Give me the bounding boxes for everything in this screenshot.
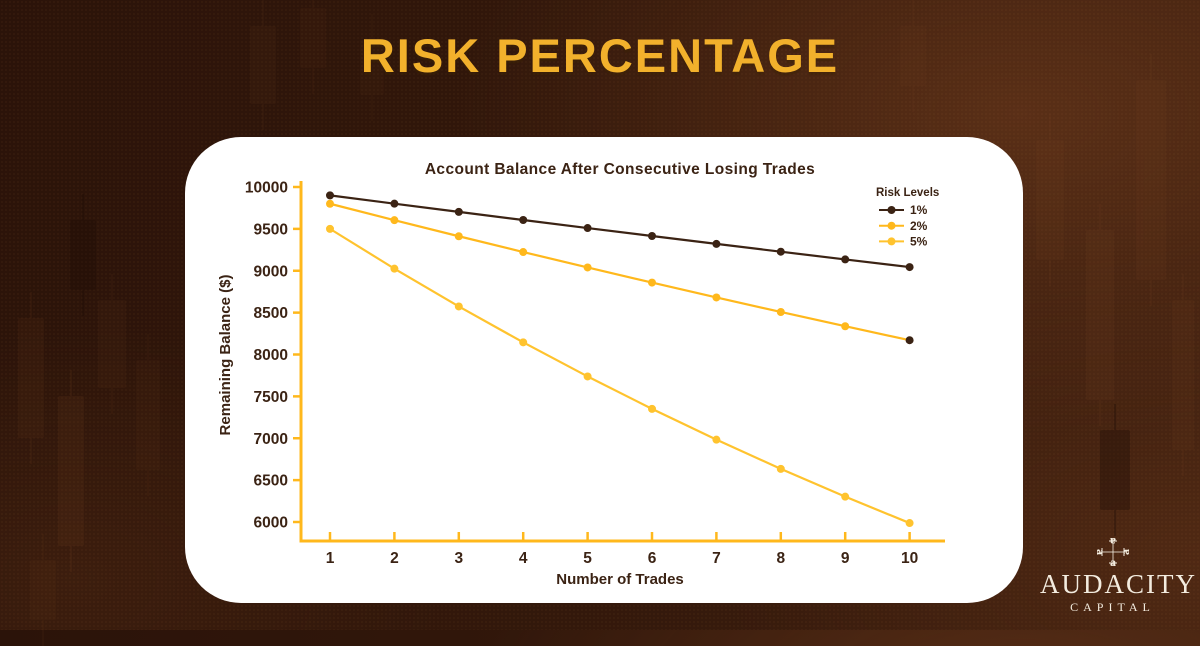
data-point-5% bbox=[519, 338, 528, 347]
legend-marker-dot bbox=[887, 206, 896, 214]
series-line-1% bbox=[329, 194, 910, 269]
x-axis-label: Number of Trades bbox=[556, 571, 684, 588]
data-point-2% bbox=[390, 216, 399, 225]
data-point-1% bbox=[648, 232, 656, 241]
data-point-5% bbox=[905, 519, 914, 528]
x-tick-label: 4 bbox=[519, 550, 528, 567]
brand-logo: a a a a AUDACITY CAPITAL bbox=[1040, 534, 1197, 615]
candlestick-decor bbox=[136, 334, 160, 496]
candlestick-decor bbox=[1136, 54, 1166, 306]
legend-label: 5% bbox=[910, 235, 928, 249]
candlestick-decor bbox=[1086, 204, 1114, 426]
data-point-5% bbox=[648, 404, 656, 413]
y-tick-label: 10000 bbox=[245, 180, 288, 197]
data-point-1% bbox=[905, 263, 914, 272]
data-point-5% bbox=[712, 435, 721, 444]
candlestick-decor bbox=[30, 534, 56, 646]
data-point-2% bbox=[841, 322, 850, 331]
data-point-2% bbox=[776, 307, 785, 316]
legend-label: 1% bbox=[910, 203, 928, 217]
brand-name: AUDACITY bbox=[1040, 569, 1197, 599]
svg-text:a: a bbox=[1110, 555, 1116, 569]
x-tick-label: 1 bbox=[326, 550, 335, 567]
brand-subtitle: CAPITAL bbox=[1070, 600, 1155, 615]
series-line-5% bbox=[329, 227, 911, 525]
data-point-1% bbox=[454, 207, 463, 216]
y-tick-label: 9500 bbox=[254, 221, 288, 238]
chart-title: Account Balance After Consecutive Losing… bbox=[425, 161, 815, 178]
candlestick-decor bbox=[58, 370, 84, 572]
legend-title: Risk Levels bbox=[876, 187, 939, 199]
svg-text:a: a bbox=[1118, 549, 1132, 555]
data-point-2% bbox=[712, 293, 721, 302]
candlestick-decor bbox=[1172, 274, 1194, 476]
data-point-1% bbox=[776, 247, 785, 256]
x-tick-label: 9 bbox=[841, 550, 850, 567]
candlestick-decor bbox=[98, 274, 126, 414]
candlestick-decor bbox=[70, 194, 96, 316]
x-tick-label: 2 bbox=[390, 550, 399, 567]
data-point-1% bbox=[841, 255, 850, 264]
y-axis-label: Remaining Balance ($) bbox=[217, 275, 234, 436]
data-point-2% bbox=[905, 336, 914, 345]
x-tick-label: 7 bbox=[712, 550, 721, 567]
svg-text:a: a bbox=[1094, 549, 1108, 555]
candlestick-decor bbox=[300, 0, 326, 94]
data-point-2% bbox=[583, 263, 592, 272]
y-tick-label: 8500 bbox=[254, 305, 288, 322]
y-tick-label: 6500 bbox=[254, 473, 288, 490]
data-point-5% bbox=[390, 264, 399, 273]
candlestick-decor bbox=[250, 0, 276, 130]
y-tick-label: 9000 bbox=[254, 263, 288, 280]
data-point-1% bbox=[712, 239, 721, 248]
data-point-5% bbox=[583, 372, 592, 381]
legend-label: 2% bbox=[910, 219, 928, 233]
x-tick-label: 5 bbox=[583, 550, 592, 567]
y-tick-label: 8000 bbox=[254, 347, 288, 364]
page-title: RISK PERCENTAGE bbox=[360, 29, 840, 82]
candlestick-decor bbox=[900, 0, 926, 112]
data-point-2% bbox=[648, 278, 656, 287]
chart-card: Account Balance After Consecutive Losing… bbox=[185, 137, 1023, 603]
audacity-monogram-icon: a a a a bbox=[1094, 535, 1132, 569]
x-tick-label: 6 bbox=[648, 550, 657, 567]
y-tick-label: 7000 bbox=[254, 431, 288, 448]
data-point-1% bbox=[519, 216, 528, 225]
data-point-1% bbox=[583, 224, 592, 233]
legend-marker-dot bbox=[887, 221, 896, 230]
data-point-5% bbox=[776, 464, 785, 473]
y-tick-label: 7500 bbox=[254, 389, 288, 406]
data-point-2% bbox=[519, 248, 528, 257]
legend-marker-dot bbox=[887, 237, 896, 246]
balance-chart: Account Balance After Consecutive Losing… bbox=[217, 161, 945, 588]
data-point-5% bbox=[326, 224, 334, 233]
x-tick-label: 8 bbox=[776, 550, 785, 567]
candlestick-decor bbox=[1100, 404, 1130, 536]
x-tick-label: 3 bbox=[454, 550, 463, 567]
svg-text:a: a bbox=[1110, 535, 1116, 549]
data-point-1% bbox=[390, 199, 399, 208]
y-tick-label: 6000 bbox=[254, 515, 288, 532]
candlestick-decor bbox=[18, 292, 44, 464]
candlestick-decor bbox=[1036, 114, 1064, 286]
data-point-2% bbox=[454, 232, 463, 241]
series-line-2% bbox=[329, 202, 910, 342]
x-tick-label: 10 bbox=[901, 550, 918, 567]
candlestick-decor bbox=[360, 14, 384, 121]
data-point-5% bbox=[841, 492, 850, 501]
data-point-2% bbox=[326, 199, 334, 208]
data-point-5% bbox=[454, 302, 463, 311]
data-point-1% bbox=[326, 191, 334, 200]
